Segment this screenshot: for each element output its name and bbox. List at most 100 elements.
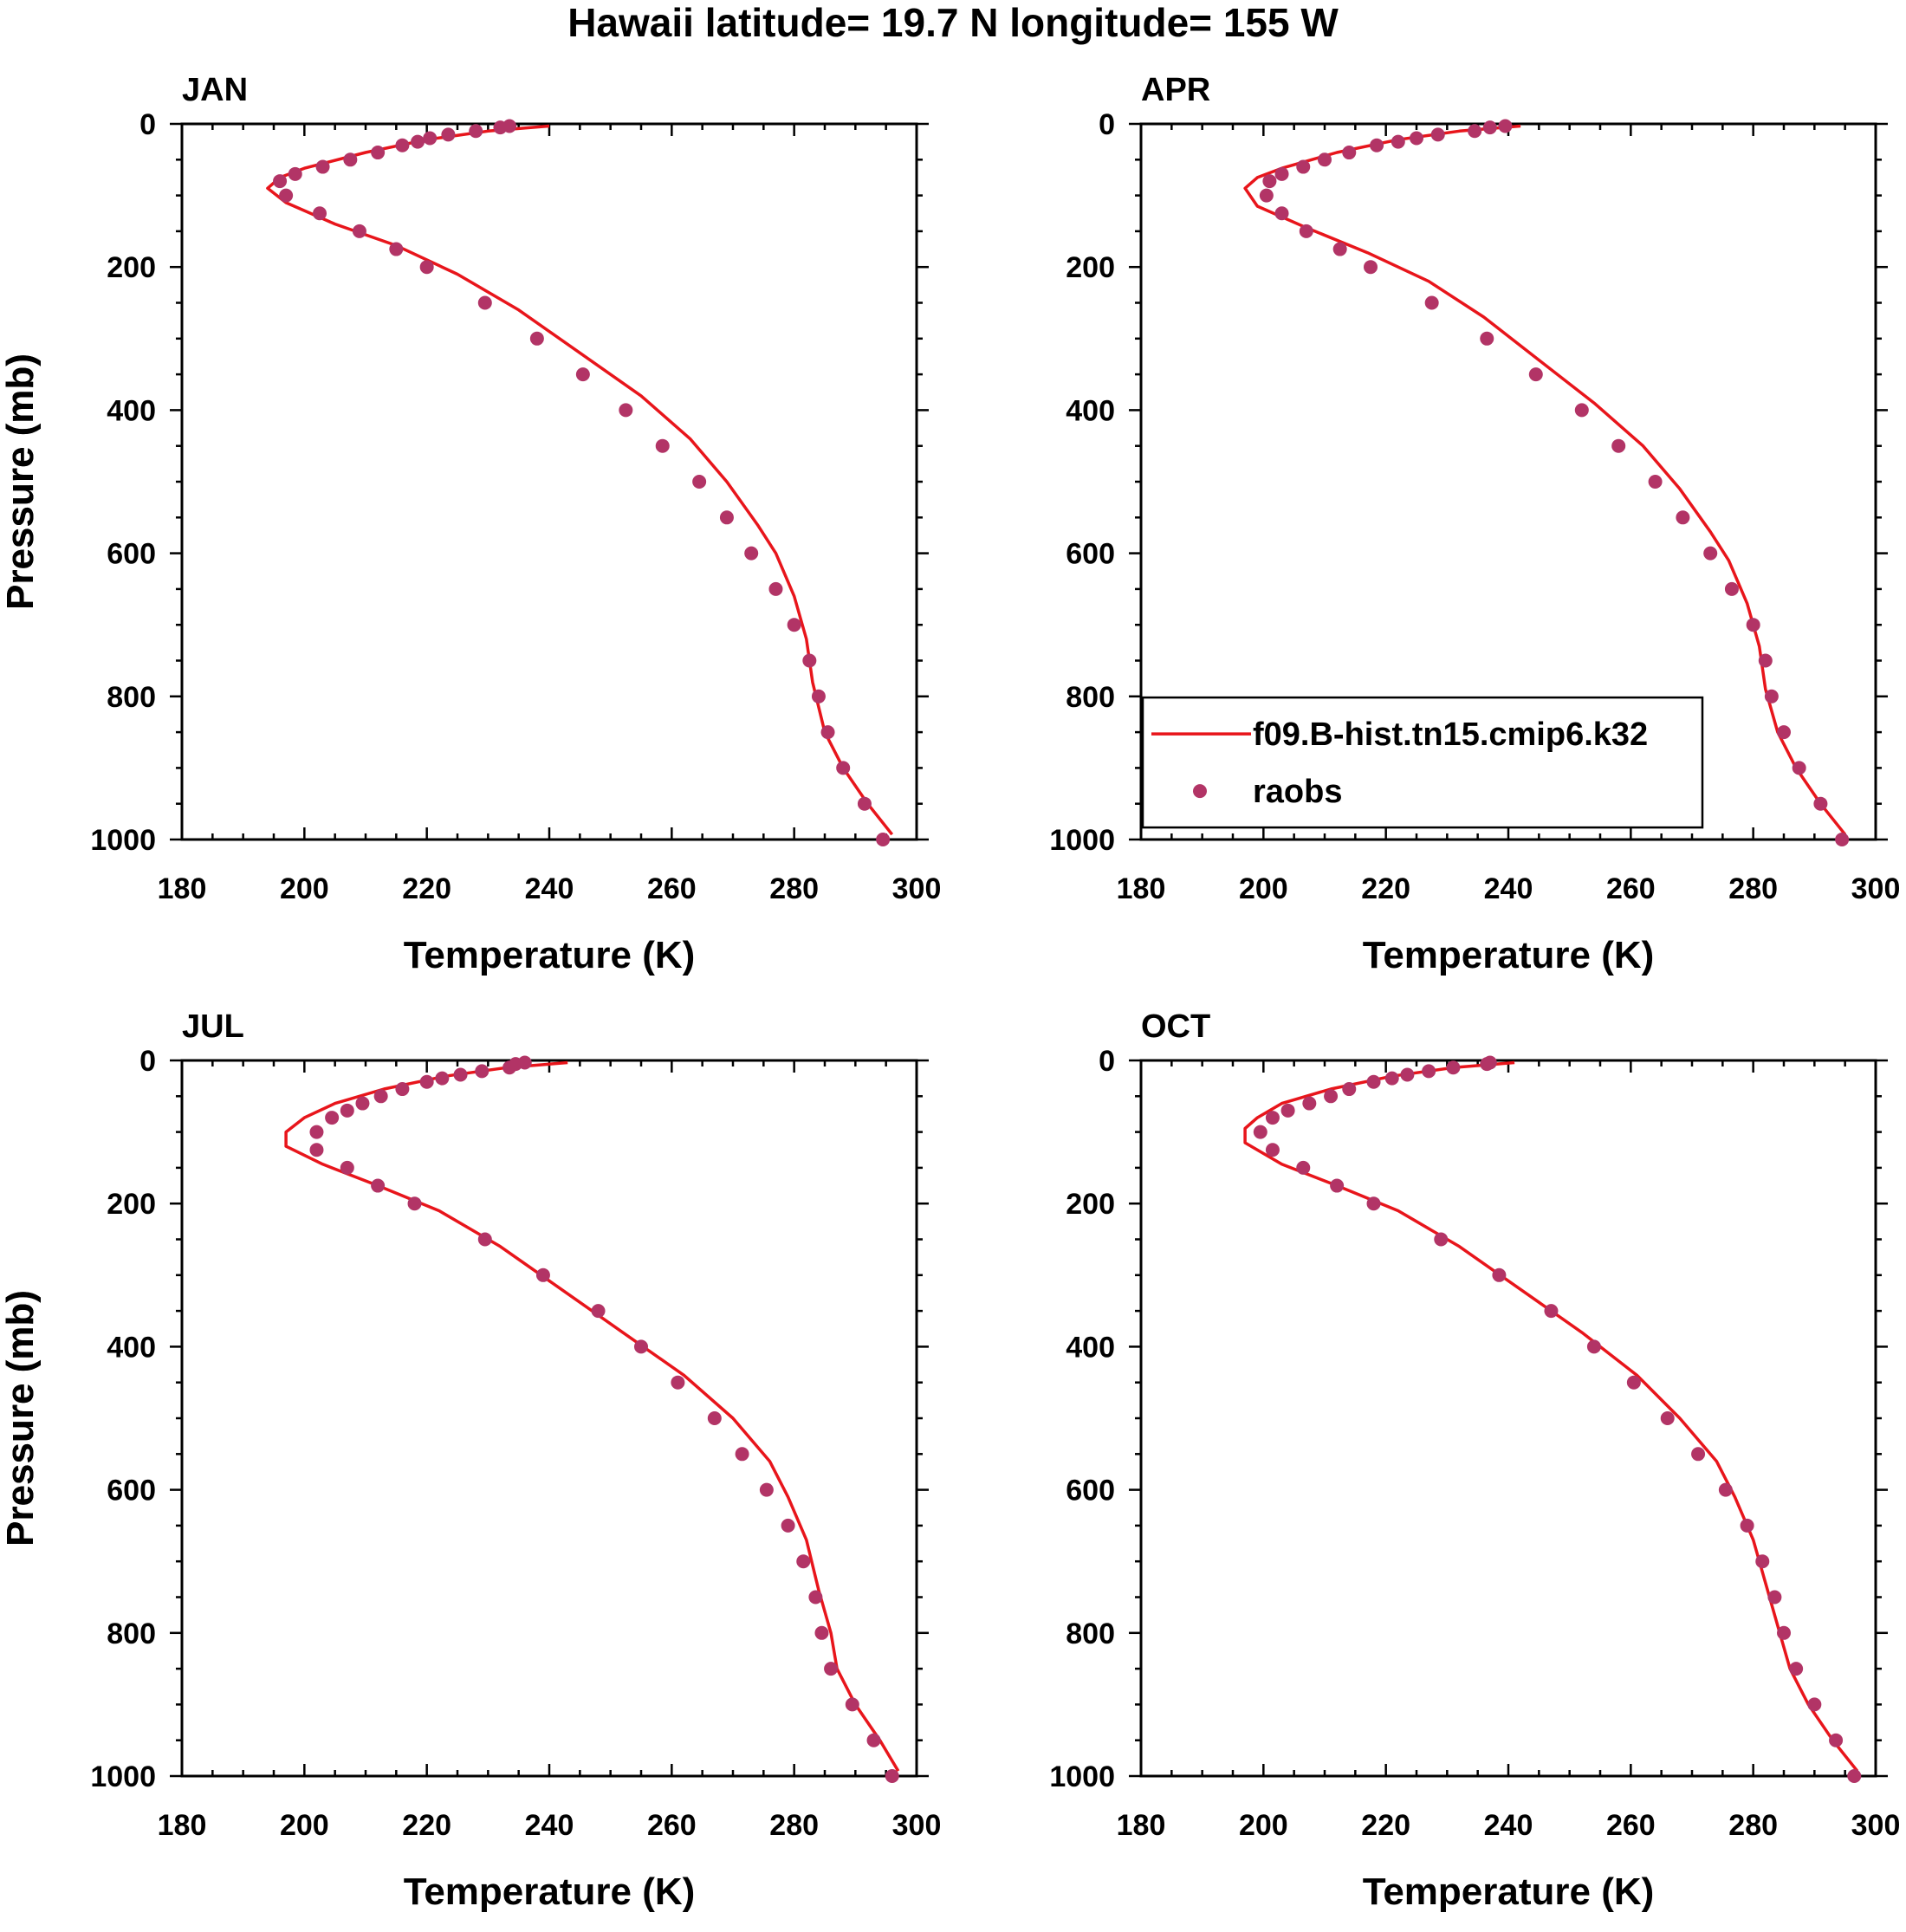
- raobs-point: [1265, 1143, 1280, 1157]
- raobs-point: [411, 134, 425, 149]
- raobs-point: [1740, 1518, 1754, 1533]
- plot-frame: [180, 122, 918, 841]
- y-tick-label: 600: [107, 1475, 156, 1507]
- raobs-point: [1259, 188, 1274, 203]
- raobs-point: [371, 146, 386, 160]
- raobs-point: [435, 1071, 450, 1086]
- raobs-point: [493, 120, 508, 135]
- x-tick-label: 200: [1239, 872, 1288, 905]
- raobs-point: [802, 653, 817, 668]
- raobs-point: [1777, 725, 1791, 740]
- raobs-point: [1384, 1071, 1399, 1086]
- plot-frame: [1139, 1059, 1877, 1778]
- raobs-point: [1296, 1160, 1311, 1175]
- raobs-point: [1366, 1074, 1381, 1089]
- raobs-point: [1724, 581, 1739, 596]
- raobs-point: [1835, 833, 1850, 846]
- x-tick-label: 260: [647, 1809, 697, 1842]
- chart-panel-apr: APR 180 200 220 240 260 280 300 0 200 400 600 800 100…: [0, 72, 1900, 976]
- raobs-point: [423, 131, 438, 146]
- raobs-point: [1626, 1375, 1641, 1390]
- raobs-point: [340, 1160, 354, 1175]
- y-tick-label: 400: [1066, 1331, 1115, 1364]
- raobs-point: [591, 1304, 606, 1319]
- raobs-point: [441, 127, 456, 142]
- raobs-point: [1829, 1733, 1844, 1747]
- raobs-point: [735, 1447, 749, 1462]
- x-axis-label: Temperature (K): [404, 1870, 696, 1913]
- x-tick-label: 180: [158, 872, 207, 905]
- raobs-point: [1807, 1697, 1822, 1712]
- raobs-point: [315, 159, 330, 174]
- model-series-line: [266, 124, 894, 836]
- raobs-point: [1410, 131, 1423, 146]
- raobs-point: [288, 166, 302, 181]
- raobs-point: [352, 224, 366, 238]
- raobs-point: [1574, 403, 1589, 418]
- x-tick-label: 300: [1851, 872, 1901, 905]
- x-tick-label: 280: [1728, 872, 1778, 905]
- raobs-point: [1703, 546, 1718, 561]
- raobs-point: [502, 1060, 517, 1075]
- raobs-point: [453, 1067, 468, 1082]
- y-tick-label: 400: [107, 394, 156, 427]
- raobs-point: [619, 403, 633, 418]
- x-tick-label: 220: [1361, 1809, 1410, 1842]
- x-tick-label: 180: [1117, 872, 1166, 905]
- panel-title: JUL: [182, 1008, 244, 1045]
- raobs-point: [1265, 1111, 1280, 1125]
- raobs-point: [343, 152, 358, 167]
- raobs-point: [535, 1267, 550, 1282]
- raobs-point: [1434, 1232, 1449, 1247]
- raobs-point: [1342, 146, 1357, 160]
- raobs-point: [1330, 1178, 1345, 1193]
- raobs-point: [1299, 224, 1313, 238]
- raobs-point: [1498, 119, 1513, 133]
- raobs-point: [1482, 120, 1497, 135]
- raobs-point: [1446, 1060, 1461, 1075]
- raobs-point: [1430, 127, 1445, 142]
- raobs-point: [309, 1125, 324, 1139]
- raobs-point: [1280, 1103, 1295, 1118]
- raobs-point: [787, 618, 801, 632]
- legend-obs-label: raobs: [1253, 774, 1342, 810]
- y-axis-label: Pressure (mb): [0, 353, 42, 610]
- raobs-point: [1400, 1067, 1415, 1082]
- raobs-point: [814, 1625, 829, 1640]
- raobs-point: [1318, 152, 1332, 167]
- raobs-point: [1332, 242, 1347, 256]
- raobs-point: [395, 138, 410, 152]
- raobs-point: [634, 1339, 648, 1354]
- panel-title: APR: [1141, 72, 1210, 108]
- y-tick-label: 600: [1066, 1475, 1115, 1507]
- raobs-point: [1366, 1196, 1381, 1211]
- y-axis-label: Pressure (mb): [0, 1290, 42, 1546]
- panel-title: OCT: [1141, 1008, 1210, 1045]
- raobs-point: [824, 1662, 839, 1676]
- x-tick-label: 220: [402, 1809, 451, 1842]
- y-tick-label: 1000: [1049, 1760, 1115, 1793]
- x-tick-label: 300: [1851, 1809, 1901, 1842]
- y-tick-label: 800: [107, 1618, 156, 1650]
- raobs-point: [389, 242, 404, 256]
- plot-frame: [180, 1059, 918, 1778]
- raobs-point: [313, 206, 327, 221]
- legend-obs-marker-swatch: [1193, 784, 1207, 799]
- raobs-point: [1758, 653, 1773, 668]
- y-tick-label: 400: [1066, 394, 1115, 427]
- raobs-point: [857, 796, 872, 811]
- x-tick-label: 240: [1484, 1809, 1533, 1842]
- raobs-point: [808, 1590, 823, 1605]
- x-tick-label: 220: [1361, 872, 1410, 905]
- x-tick-label: 280: [1728, 1809, 1778, 1842]
- y-tick-label: 400: [107, 1331, 156, 1364]
- raobs-point: [279, 188, 294, 203]
- raobs-point: [371, 1178, 386, 1193]
- raobs-point: [1480, 331, 1494, 346]
- y-axis-label: Pressure (mb): [0, 1290, 42, 1546]
- raobs-point: [325, 1111, 340, 1125]
- raobs-point: [1544, 1304, 1559, 1319]
- y-tick-label: 0: [139, 108, 156, 141]
- raobs-point: [885, 1769, 899, 1783]
- x-axis-label: Temperature (K): [1363, 934, 1655, 976]
